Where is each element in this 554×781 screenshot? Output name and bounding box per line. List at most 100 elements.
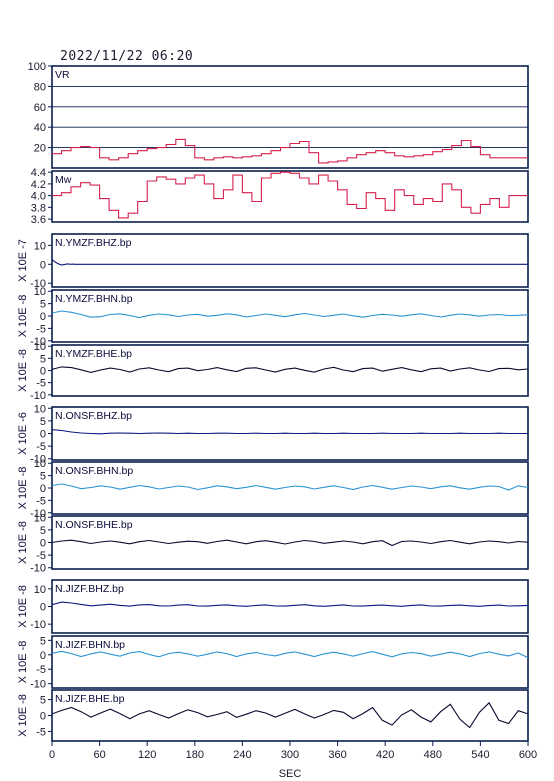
y-tick-label: 5: [40, 525, 46, 537]
y-tick-label: -5: [36, 664, 46, 676]
y-tick-label: 0: [40, 311, 46, 323]
y-tick-label: -5: [36, 441, 46, 453]
y-tick-label: 60: [34, 102, 46, 114]
series-line: [52, 701, 528, 729]
panel-label: Mw: [55, 174, 72, 186]
y-tick-label: -10: [30, 278, 46, 290]
panel-label: N.JIZF.BHE.bp: [55, 693, 125, 705]
series-line: [52, 601, 528, 607]
panel-frame: [51, 635, 529, 689]
y-axis-label: X 10E -8: [17, 521, 29, 564]
y-axis-label: X 10E -8: [17, 694, 29, 737]
panel-label: N.YMZF.BHZ.bp: [55, 237, 132, 249]
panel-label: N.ONSF.BHZ.bp: [55, 410, 132, 422]
x-tick-label: 480: [424, 749, 442, 761]
y-tick-label: 4.4: [31, 167, 46, 179]
x-tick-label: 360: [328, 749, 346, 761]
y-tick-label: 5: [40, 353, 46, 365]
y-tick-label: 0: [40, 538, 46, 550]
y-tick-label: -5: [36, 323, 46, 335]
timestamp-header: 2022/11/22 06:20: [60, 49, 194, 64]
y-tick-label: -10: [30, 508, 46, 520]
panel-label: N.YMZF.BHE.bp: [55, 348, 132, 360]
y-tick-label: 4.0: [31, 191, 46, 203]
series-line: [52, 650, 528, 659]
y-tick-label: -10: [30, 679, 46, 691]
series-line: [52, 483, 528, 491]
y-axis-label: X 10E -8: [17, 295, 29, 338]
panel-n-ymzf-bhz-bp: -10 0 10 X 10E -7 N.YMZF.BHZ.bp: [17, 233, 529, 290]
panel-n-jizf-bhz-bp: -10 0 10 X 10E -8 N.JIZF.BHZ.bp: [17, 579, 529, 634]
y-tick-label: -5: [36, 550, 46, 562]
y-tick-label: 4.2: [31, 179, 46, 191]
y-axis-label: X 10E -7: [17, 239, 29, 282]
y-tick-label: 3.6: [31, 214, 46, 226]
y-tick-label: 10: [34, 341, 46, 353]
panel-vr: 20 40 60 80 100 VR: [28, 61, 529, 169]
panel-frame: [51, 65, 529, 169]
panel-label: N.JIZF.BHN.bp: [55, 639, 125, 651]
y-tick-label: -10: [30, 619, 46, 631]
y-tick-label: -10: [30, 563, 46, 575]
y-tick-label: 10: [34, 403, 46, 415]
x-axis: 0 60 120 180 240 300 360 420 480 540 600 SEC: [49, 741, 537, 780]
x-tick-label: 60: [93, 749, 105, 761]
x-tick-label: 600: [519, 749, 537, 761]
panel-mw: 3.63.84.04.24.4 Mw: [31, 167, 529, 226]
y-tick-label: -5: [36, 378, 46, 390]
y-axis-label: X 10E -6: [17, 412, 29, 455]
series-line: [52, 429, 528, 435]
x-tick-label: 120: [138, 749, 156, 761]
panel-n-jizf-bhe-bp: -5 0 5 X 10E -8 N.JIZF.BHE.bp: [17, 689, 529, 742]
y-tick-label: 5: [40, 695, 46, 707]
y-tick-label: -10: [30, 390, 46, 402]
y-tick-label: 0: [40, 602, 46, 614]
y-tick-label: 3.8: [31, 202, 46, 214]
x-axis-label: SEC: [279, 768, 302, 780]
y-tick-label: 0: [40, 650, 46, 662]
y-axis-label: X 10E -8: [17, 641, 29, 684]
y-tick-label: 40: [34, 122, 46, 134]
y-tick-label: 0: [40, 429, 46, 441]
y-tick-label: 10: [34, 240, 46, 252]
series-line: [52, 310, 528, 319]
y-tick-label: -5: [36, 495, 46, 507]
series-line: [52, 171, 528, 219]
y-axis-label: X 10E -8: [17, 349, 29, 392]
y-tick-label: 5: [40, 635, 46, 647]
x-tick-label: 240: [233, 749, 251, 761]
y-tick-label: 100: [28, 61, 46, 73]
y-tick-label: -10: [30, 336, 46, 348]
y-tick-label: 10: [34, 584, 46, 596]
y-tick-label: 10: [34, 512, 46, 524]
series-line: [52, 539, 528, 547]
y-tick-label: 10: [34, 286, 46, 298]
x-tick-label: 0: [49, 749, 55, 761]
panel-label: N.JIZF.BHZ.bp: [55, 583, 124, 595]
series-line: [52, 366, 528, 373]
y-tick-label: 5: [40, 471, 46, 483]
y-tick-label: 0: [40, 259, 46, 271]
y-tick-label: 10: [34, 458, 46, 470]
y-tick-label: 0: [40, 483, 46, 495]
panel-label: N.ONSF.BHE.bp: [55, 519, 133, 531]
series-line: [52, 138, 528, 164]
y-tick-label: 0: [40, 711, 46, 723]
y-tick-label: 80: [34, 81, 46, 93]
x-tick-label: 300: [281, 749, 299, 761]
y-tick-label: -5: [36, 726, 46, 738]
panel-n-jizf-bhn-bp: -10 -5 0 5 X 10E -8 N.JIZF.BHN.bp: [17, 635, 529, 691]
panel-label: VR: [55, 69, 70, 81]
y-tick-label: 5: [40, 416, 46, 428]
y-tick-label: -10: [30, 454, 46, 466]
panel-frame: [51, 233, 529, 288]
series-line: [52, 259, 528, 266]
y-tick-label: 20: [34, 143, 46, 155]
panel-label: N.ONSF.BHN.bp: [55, 465, 133, 477]
